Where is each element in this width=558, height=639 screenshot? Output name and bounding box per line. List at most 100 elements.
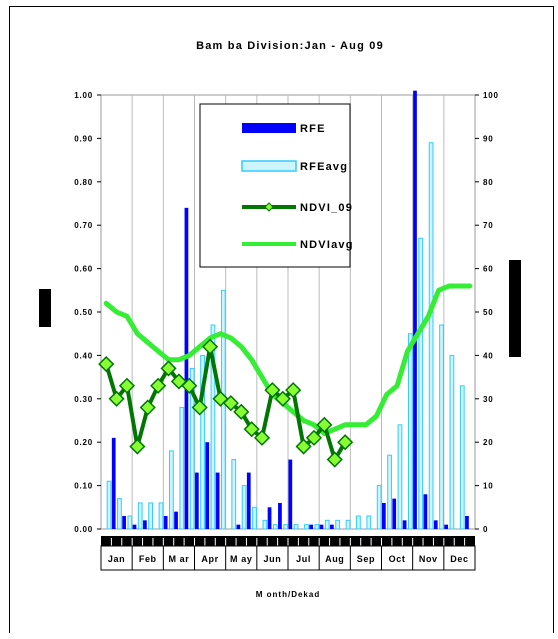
marker-ndvi09	[326, 451, 343, 468]
month-label: Feb	[139, 554, 157, 564]
month-label: Dec	[450, 554, 468, 564]
bar-rfeavg	[117, 498, 122, 530]
y-right-tick-label: 10	[483, 482, 494, 491]
bar-rfe	[267, 507, 272, 529]
marker-ndvi09	[129, 438, 146, 455]
bar-rfe	[163, 515, 168, 529]
bar-rfeavg	[366, 515, 372, 530]
month-label: Oct	[389, 554, 406, 564]
bar-rfeavg	[449, 354, 455, 530]
bar-rfeavg	[397, 424, 403, 530]
marker-ndvi09	[253, 429, 271, 446]
marker-ndvi09	[150, 377, 167, 394]
y-left-tick-label: 0.70	[74, 221, 93, 230]
bar-rfeavg	[200, 354, 205, 530]
bar-rfe	[174, 511, 178, 529]
y-left-tick-label: 0.20	[74, 438, 93, 447]
bar-rfe	[392, 498, 397, 529]
bar-rfe	[402, 520, 407, 529]
legend-label: RFE	[300, 123, 326, 135]
y-right-tick-label: 0	[483, 525, 488, 534]
bar-rfe	[122, 515, 126, 529]
marker-ndvi09	[139, 399, 156, 416]
bar-rfeavg	[418, 237, 424, 530]
bar-rfe	[143, 520, 147, 529]
bar-rfeavg	[158, 502, 164, 530]
legend-label: RFEavg	[300, 161, 348, 173]
marker-ndvi09	[222, 395, 239, 412]
y-right-tick-label: 80	[483, 178, 494, 187]
bar-rfeavg	[345, 519, 351, 530]
bar-rfeavg	[314, 524, 320, 530]
marker-ndvi09	[233, 403, 250, 420]
y-left-tick-label: 1.00	[74, 91, 93, 100]
legend-label: NDVI_09	[300, 202, 353, 214]
bar-rfe	[444, 524, 449, 529]
bar-rfe	[319, 524, 324, 529]
bar-rfeavg	[262, 519, 268, 530]
bar-rfeavg	[407, 333, 413, 530]
y-right-tick-label: 60	[483, 265, 494, 274]
bar-rfe	[288, 459, 293, 529]
bar-rfeavg	[335, 519, 340, 530]
marker-ndvi09	[160, 360, 177, 377]
bar-rfe	[309, 524, 313, 529]
marker-ndvi09	[202, 338, 219, 355]
bar-rfe	[413, 90, 417, 529]
y-left-tick-label: 0.90	[74, 134, 93, 143]
bar-rfe	[246, 472, 251, 529]
chart-title: Bam ba Division:Jan - Aug 09	[196, 40, 384, 52]
bar-rfe	[132, 524, 137, 529]
y-right-tick-label: 70	[483, 221, 494, 230]
month-label: Apr	[201, 554, 218, 564]
y-right-axis-title-block	[509, 260, 521, 357]
bar-rfe	[111, 437, 116, 529]
y-left-tick-label: 0.30	[74, 395, 93, 404]
bar-rfe	[381, 502, 386, 529]
marker-ndvi09	[118, 377, 136, 394]
bar-rfeavg	[148, 502, 153, 530]
bar-rfeavg	[356, 515, 361, 530]
month-label: Sep	[357, 554, 375, 564]
bar-rfeavg	[179, 406, 185, 530]
bar-rfeavg	[324, 519, 330, 530]
line-ndviavg	[103, 283, 473, 436]
marker-ndvi09	[285, 382, 302, 399]
bar-rfe	[184, 207, 189, 529]
bar-rfeavg	[137, 502, 143, 530]
month-label: Jun	[264, 554, 282, 564]
y-left-axis-title-block	[39, 289, 51, 327]
marker-ndvi09	[181, 377, 198, 394]
bar-rfeavg	[439, 324, 444, 530]
marker-ndvi09	[337, 434, 354, 451]
month-label: Jul	[296, 554, 311, 564]
legend-swatch-rfeavg	[241, 160, 297, 172]
x-axis-label: M onth/Dekad	[256, 590, 320, 599]
bar-rfeavg	[459, 385, 465, 530]
marker-ndvi09	[295, 438, 312, 455]
legend-label: NDVIavg	[300, 239, 354, 251]
y-right-tick-label: 40	[483, 351, 494, 360]
month-label: Aug	[325, 554, 344, 564]
bar-rfe	[330, 524, 334, 529]
bar-rfeavg	[220, 289, 226, 530]
bar-rfeavg	[106, 480, 112, 530]
bar-rfeavg	[428, 142, 434, 530]
marker-ndvi09	[316, 416, 333, 433]
bar-rfe	[278, 502, 282, 529]
chart: Bam ba Division:Jan - Aug 09 0.00 0.10 0.20…	[39, 40, 521, 599]
marker-ndvi09	[305, 429, 323, 446]
bar-rfeavg	[127, 515, 133, 530]
bar-rfeavg	[189, 367, 195, 530]
month-label: M ar	[168, 554, 189, 564]
bar-rfe	[465, 515, 469, 529]
chart-frame: Bam ba Division:Jan - Aug 09 0.00 0.10 0.20…	[9, 6, 554, 633]
bar-rfeavg	[272, 524, 278, 530]
bar-rfeavg	[231, 459, 237, 530]
y-right-tick-label: 90	[483, 134, 494, 143]
month-label: Nov	[419, 554, 438, 564]
bar-rfeavg	[376, 485, 382, 530]
y-right-tick-label: 30	[483, 395, 494, 404]
marker-ndvi09	[243, 421, 260, 438]
bar-rfeavg	[304, 524, 309, 530]
